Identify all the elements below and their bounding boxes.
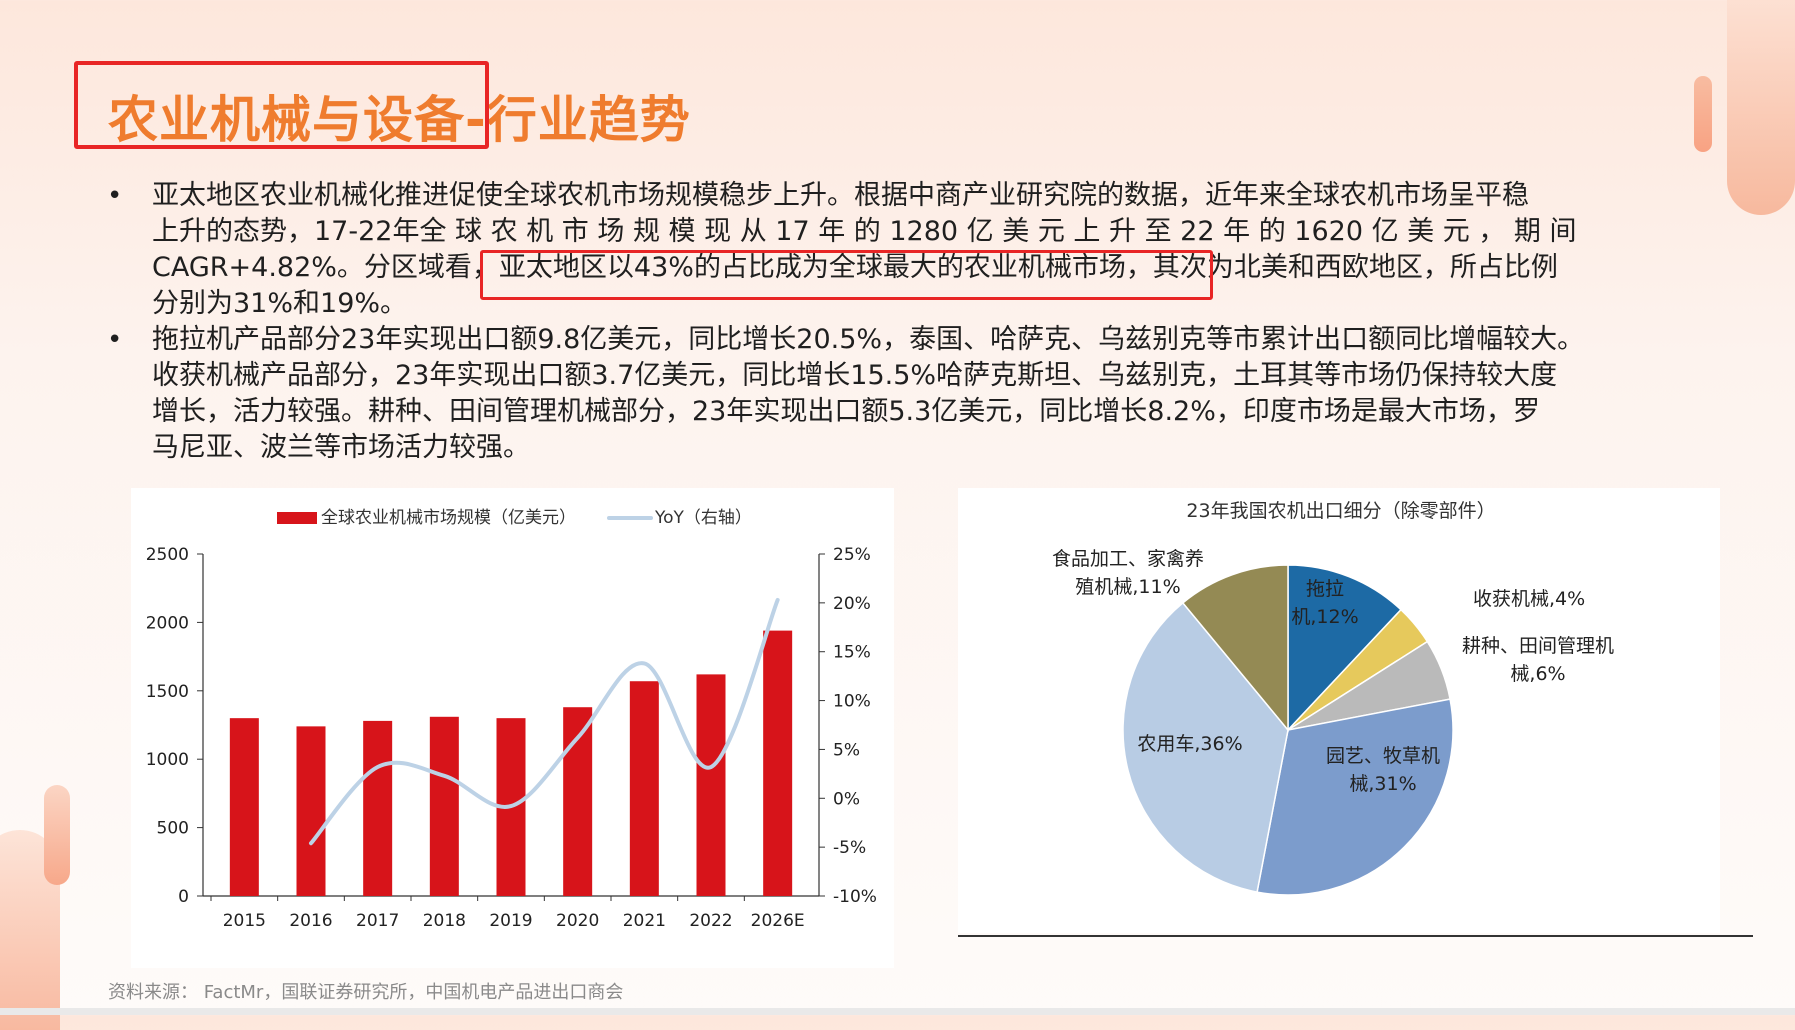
bullet-line: 亚太地区农业机械化推进促使全球农机市场规模稳步上升。根据中商产业研究院的数据，近… (152, 180, 1529, 211)
bottom-strip (0, 1008, 1795, 1015)
bar (696, 674, 726, 896)
pie-slice-label: 收获机械,4% (1473, 588, 1585, 610)
pie-slice-label: 械,6% (1510, 663, 1565, 685)
bullet-line: 拖拉机产品部分23年实现出口额9.8亿美元，同比增长20.5%，泰国、哈萨克、乌… (152, 324, 1585, 355)
x-tick-label: 2019 (489, 911, 532, 931)
y-right-tick-label: 20% (833, 594, 871, 614)
pie-chart-panel: 23年我国农机出口细分（除零部件） 拖拉机,12% 收获机械,4% 耕种、田间管理机… (958, 488, 1720, 933)
y-left-tick-label: 2500 (146, 545, 189, 565)
chart-divider-line (958, 935, 1753, 937)
y-right-tick-label: 15% (833, 643, 871, 663)
pie-slice-label: 机,12% (1291, 606, 1358, 628)
pie-slice-label: 农用车,36% (1137, 733, 1242, 755)
bar (296, 726, 326, 896)
pie-slice (1181, 564, 1289, 733)
decor-blob (1727, 0, 1795, 215)
bullet-line: 马尼亚、波兰等市场活力较强。 (152, 432, 530, 463)
bullet-line: 收获机械产品部分，23年实现出口额3.7亿美元，同比增长15.5%哈萨克斯坦、乌… (152, 360, 1558, 391)
yoy-line (309, 597, 780, 846)
x-tick-label: 2018 (423, 911, 466, 931)
bullet-line: 分别为31%和19%。 (152, 288, 408, 319)
bullet-list: 亚太地区农业机械化推进促使全球农机市场规模稳步上升。根据中商产业研究院的数据，近… (105, 178, 1705, 466)
bullet-item: 亚太地区农业机械化推进促使全球农机市场规模稳步上升。根据中商产业研究院的数据，近… (105, 178, 1705, 322)
pie-slice-label: 拖拉 (1306, 578, 1344, 600)
y-right-tick-label: 0% (833, 789, 860, 809)
chart-legend: 全球农业机械市场规模（亿美元） YoY（右轴） (277, 508, 752, 528)
bar-line-chart-panel: 全球农业机械市场规模（亿美元） YoY（右轴） 0 500 1000 1500 2000… (131, 488, 894, 968)
y-left-tick-label: 1500 (146, 682, 189, 702)
decor-bar (1694, 76, 1712, 152)
y-right-tick-label: 10% (833, 692, 871, 712)
bar (629, 681, 659, 896)
decor-bar (44, 785, 70, 885)
bar (429, 716, 459, 896)
title-highlight-box (74, 61, 489, 149)
x-tick-label: 2020 (556, 911, 599, 931)
pie-chart: 23年我国农机出口细分（除零部件） 拖拉机,12% 收获机械,4% 耕种、田间管理机… (1052, 500, 1614, 896)
x-tick-label: 2022 (689, 911, 732, 931)
pie-slice (1287, 564, 1403, 732)
pie-slice-label: 械,31% (1349, 773, 1416, 795)
bullet-line: CAGR+4.82%。分区域看，亚太地区以43%的占比成为全球最大的农业机械市场… (152, 252, 1558, 283)
pie-slice-label: 食品加工、家禽养 (1052, 548, 1204, 570)
bullet-line: 增长，活力较强。耕种、田间管理机械部分，23年实现出口额5.3亿美元，同比增长8… (152, 396, 1540, 427)
y-right-tick-label: 5% (833, 740, 860, 760)
bar (363, 720, 393, 896)
y-left-tick-label: 2000 (146, 613, 189, 633)
legend-label-line: YoY（右轴） (654, 508, 752, 528)
text-highlight-box (480, 250, 1213, 300)
bar-line-chart: 全球农业机械市场规模（亿美元） YoY（右轴） 0 500 1000 1500 2000… (146, 508, 877, 931)
bullet-item: 拖拉机产品部分23年实现出口额9.8亿美元，同比增长20.5%，泰国、哈萨克、乌… (105, 322, 1705, 466)
pie-slice-label: 园艺、牧草机 (1326, 745, 1440, 767)
legend-swatch-bar (277, 512, 317, 524)
x-tick-label: 2017 (356, 911, 399, 931)
pie-slice (1122, 601, 1289, 893)
source-note: 资料来源： FactMr，国联证券研究所，中国机电产品进出口商会 (108, 982, 624, 1003)
y-left-tick-label: 0 (178, 887, 189, 907)
bar (229, 718, 259, 896)
x-tick-label: 2015 (223, 911, 266, 931)
x-tick-label: 2016 (289, 911, 332, 931)
x-tick-label: 2026E (751, 911, 805, 931)
pie-chart-title: 23年我国农机出口细分（除零部件） (1186, 500, 1495, 522)
slide-title: 农业机械与设备-行业趋势 (108, 91, 691, 149)
bar (763, 630, 793, 896)
y-right-tick-label: 25% (833, 545, 871, 565)
pie-slice (1256, 698, 1454, 896)
x-tick-label: 2021 (623, 911, 666, 931)
y-right-tick-label: -5% (833, 838, 866, 858)
y-left-tick-label: 500 (157, 819, 189, 839)
bullet-line: 上升的态势，17-22年全 球 农 机 市 场 规 模 现 从 17 年 的 1… (152, 216, 1577, 247)
pie-slice-label: 殖机械,11% (1075, 576, 1180, 598)
y-right-tick-label: -10% (833, 887, 877, 907)
y-left-tick-label: 1000 (146, 750, 189, 770)
legend-label-bar: 全球农业机械市场规模（亿美元） (321, 508, 576, 528)
pie-slice-label: 耕种、田间管理机 (1462, 635, 1614, 657)
